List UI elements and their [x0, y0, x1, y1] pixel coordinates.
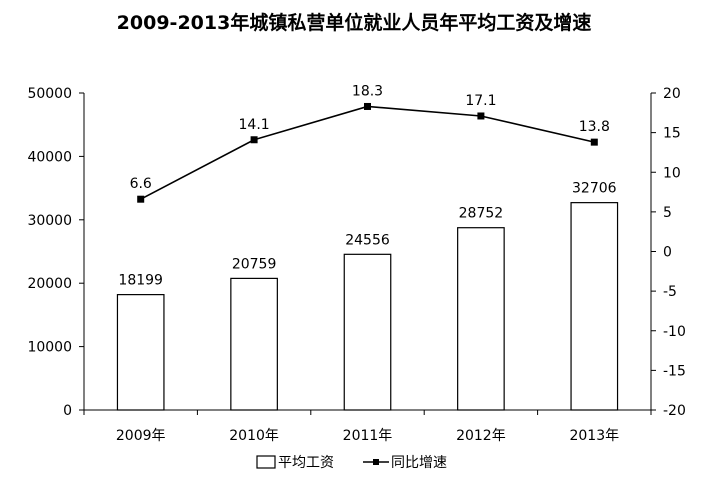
bar	[230, 277, 278, 411]
line-data-label: 18.3	[352, 83, 383, 99]
line-data-label: 14.1	[239, 117, 270, 133]
bar-data-label: 32706	[572, 181, 617, 197]
line-data-label: 17.1	[465, 93, 496, 109]
plot-area: 0 10000 20000 30000 40000 50000 -20 -15 -10 -5 0 5 1…	[27, 83, 685, 444]
legend-line-marker	[373, 459, 379, 465]
bar-data-label: 18199	[118, 273, 163, 289]
y-left-tick-label: 0	[63, 403, 72, 419]
y-left-tick-label: 20000	[27, 276, 72, 292]
bar	[570, 202, 619, 411]
legend-line-label: 同比增速	[391, 455, 447, 471]
y-left-tick-label: 50000	[27, 86, 72, 102]
line-data-label: 6.6	[130, 176, 152, 192]
chart-title: 2009-2013年城镇私营单位就业人员年平均工资及增速	[117, 11, 592, 34]
bar	[116, 294, 165, 411]
y-right-tick-label: 10	[663, 165, 681, 181]
growth-line	[140, 105, 595, 200]
bar-data-label: 24556	[345, 232, 390, 248]
bar-data-label: 20759	[232, 256, 277, 272]
y-right-tick-label: 20	[663, 86, 681, 102]
y-right-tick-label: -10	[663, 324, 686, 340]
x-tick-label: 2011年	[343, 428, 393, 444]
y-right-tick-label: 5	[663, 205, 672, 221]
legend-bar-swatch	[256, 455, 276, 469]
y-left-tick-label: 40000	[27, 149, 72, 165]
legend: 平均工资 同比增速	[256, 455, 447, 471]
y-right-tick-label: 0	[663, 245, 672, 261]
bar	[457, 227, 505, 411]
x-tick-label: 2009年	[116, 428, 166, 444]
y-left-tick-label: 30000	[27, 213, 72, 229]
bar-data-label: 28752	[459, 206, 504, 222]
line-point	[477, 112, 485, 120]
y-right-tick-label: 15	[663, 126, 681, 142]
line-point	[590, 138, 598, 146]
legend-bar-label: 平均工资	[278, 455, 334, 471]
y-left-tick-label: 10000	[27, 340, 72, 356]
line-point	[364, 102, 371, 110]
line-point	[137, 195, 145, 203]
y-right-tick-label: -20	[663, 403, 686, 419]
line-data-label: 13.8	[579, 119, 610, 135]
x-tick-label: 2010年	[229, 428, 279, 444]
x-tick-label: 2012年	[456, 428, 506, 444]
x-tick-label: 2013年	[569, 428, 619, 444]
line-point	[250, 136, 258, 144]
y-right-tick-label: -15	[663, 363, 686, 379]
y-right-tick-label: -5	[663, 284, 677, 300]
bar	[343, 253, 392, 411]
